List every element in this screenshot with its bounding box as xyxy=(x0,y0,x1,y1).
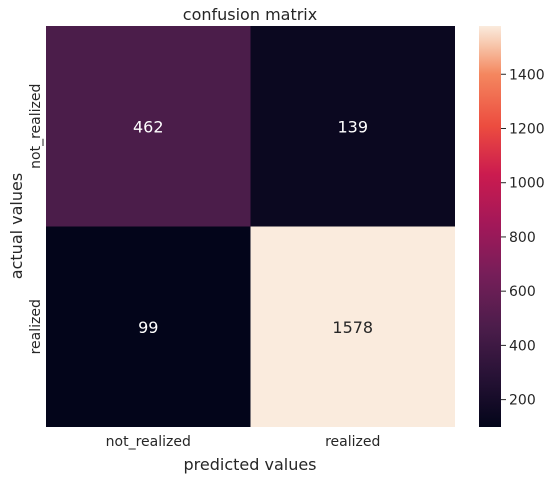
x-tick-label: not_realized xyxy=(106,434,191,450)
y-tick-label: realized xyxy=(28,299,44,354)
y-axis-ticks: not_realized realized xyxy=(28,84,44,355)
colorbar-tick-label: 1400 xyxy=(509,67,545,83)
colorbar-tick-label: 400 xyxy=(509,338,536,354)
cell-value-label: 139 xyxy=(337,117,368,136)
x-axis-ticks: not_realized realized xyxy=(106,434,381,450)
colorbar xyxy=(479,26,501,427)
heatmap-cells xyxy=(46,26,455,427)
heatmap-cell xyxy=(46,26,251,227)
x-axis-label: predicted values xyxy=(183,455,316,474)
colorbar-tick-label: 800 xyxy=(509,230,536,246)
colorbar-tick-label: 200 xyxy=(509,393,536,409)
colorbar-tick-label: 1000 xyxy=(509,176,545,192)
cell-value-label: 462 xyxy=(133,117,164,136)
colorbar-tick-label: 600 xyxy=(509,284,536,300)
heatmap-annotations: 462 139 99 1578 xyxy=(133,117,373,337)
cell-value-label: 1578 xyxy=(332,318,373,337)
cell-value-label: 99 xyxy=(138,318,158,337)
heatmap-cell xyxy=(250,26,455,227)
heatmap-cell xyxy=(46,226,251,427)
heatmap-cell xyxy=(250,226,455,427)
y-axis-label: actual values xyxy=(7,173,26,279)
colorbar-ticks: 200 400 600 800 1000 1200 1400 xyxy=(501,67,545,409)
colorbar-tick-label: 1200 xyxy=(509,121,545,137)
chart-title: confusion matrix xyxy=(183,5,317,24)
y-tick-label: not_realized xyxy=(28,84,44,169)
x-tick-label: realized xyxy=(325,434,380,450)
